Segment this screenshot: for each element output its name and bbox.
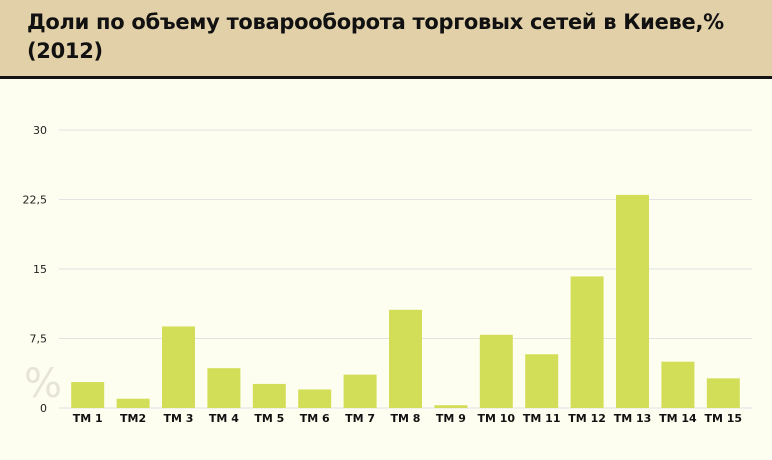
x-tick-label: ТМ 7 bbox=[345, 412, 375, 425]
bar bbox=[616, 194, 649, 408]
bar bbox=[343, 374, 377, 408]
bar bbox=[252, 383, 286, 408]
x-tick-label: ТМ 4 bbox=[209, 412, 239, 425]
bar bbox=[162, 326, 195, 408]
x-tick-label: ТМ 13 bbox=[614, 412, 652, 425]
chart-panel: % 0 7,5 15 22,5 30 ТМ 1 ТМ2 ТМ 3 ТМ 4 ТМ 5 ТМ 6 ТМ… bbox=[0, 79, 772, 460]
bar bbox=[706, 378, 740, 408]
bar bbox=[525, 354, 559, 408]
x-tick-label: ТМ 8 bbox=[391, 412, 421, 425]
bar bbox=[570, 276, 604, 408]
chart-title: Доли по объему товарооборота торговых се… bbox=[27, 10, 724, 63]
x-tick-label: ТМ 1 bbox=[73, 412, 103, 425]
x-tick-label: ТМ 10 bbox=[478, 412, 516, 425]
bar bbox=[116, 398, 150, 408]
y-tick-label: 30 bbox=[33, 124, 47, 137]
bar bbox=[434, 405, 468, 408]
x-tick-label: ТМ 3 bbox=[164, 412, 194, 425]
x-tick-label: ТМ 11 bbox=[523, 412, 561, 425]
x-tick-label: ТМ 12 bbox=[568, 412, 606, 425]
title-banner: Доли по объему товарооборота торговых се… bbox=[0, 0, 772, 76]
title-divider bbox=[0, 76, 772, 79]
x-tick-label: ТМ 14 bbox=[659, 412, 697, 425]
percent-watermark: % bbox=[24, 361, 62, 407]
x-tick-label: ТМ 6 bbox=[300, 412, 330, 425]
x-tick-label: ТМ2 bbox=[120, 412, 146, 425]
bar bbox=[479, 334, 513, 408]
bar bbox=[207, 368, 241, 408]
x-tick-label: ТМ 5 bbox=[254, 412, 284, 425]
bar bbox=[389, 309, 422, 408]
y-tick-label: 7,5 bbox=[30, 333, 48, 346]
x-tick-label: ТМ 15 bbox=[705, 412, 743, 425]
bar bbox=[298, 389, 332, 408]
bars bbox=[71, 194, 740, 408]
x-axis-labels: ТМ 1 ТМ2 ТМ 3 ТМ 4 ТМ 5 ТМ 6 ТМ 7 ТМ 8 ТМ 9 ТМ 10… bbox=[73, 412, 742, 425]
bar bbox=[661, 361, 695, 408]
y-axis-ticks: 0 7,5 15 22,5 30 bbox=[23, 124, 48, 415]
x-tick-label: ТМ 9 bbox=[436, 412, 466, 425]
y-tick-label: 0 bbox=[40, 402, 47, 415]
y-tick-label: 22,5 bbox=[23, 194, 48, 207]
bar bbox=[71, 382, 105, 408]
y-tick-label: 15 bbox=[33, 263, 47, 276]
